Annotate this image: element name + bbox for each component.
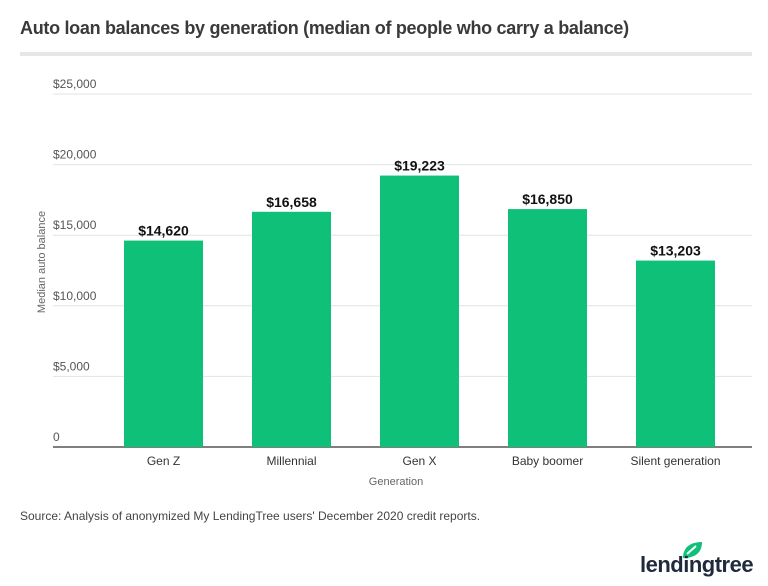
data-label: $19,223 (394, 158, 445, 174)
data-label: $16,850 (522, 191, 573, 207)
x-tick-label: Millennial (266, 454, 316, 468)
x-tick-label: Gen X (402, 454, 436, 468)
bar-gen-z (124, 240, 203, 447)
data-label: $16,658 (266, 194, 317, 210)
data-label: $14,620 (138, 223, 189, 239)
x-tick-label: Baby boomer (512, 454, 583, 468)
logo-text: lendingtree (640, 552, 754, 577)
data-label: $13,203 (650, 243, 701, 259)
bar-baby-boomer (508, 209, 587, 447)
y-axis-label: Median auto balance (36, 211, 48, 313)
y-tick-label: $5,000 (53, 359, 90, 373)
bar-silent-generation (636, 260, 715, 447)
y-tick-label: $25,000 (53, 77, 97, 91)
y-tick-label: $10,000 (53, 289, 97, 303)
title-divider (20, 52, 752, 56)
chart-title: Auto loan balances by generation (median… (20, 18, 629, 38)
x-axis-label: Generation (369, 476, 423, 488)
y-tick-label: $20,000 (53, 148, 97, 162)
leaf-icon (683, 542, 702, 558)
lendingtree-logo: lendingtree (640, 540, 754, 577)
bar-chart: 0 $5,000 $10,000 $15,000 $20,000 $25,000 $14,6… (36, 77, 752, 488)
y-tick-label: 0 (53, 430, 60, 444)
bar-millennial (252, 211, 331, 447)
x-tick-label: Gen Z (147, 454, 180, 468)
bar-gen-x (380, 175, 459, 448)
y-tick-label: $15,000 (53, 218, 97, 232)
x-tick-label: Silent generation (630, 454, 720, 468)
source-note: Source: Analysis of anonymized My Lendin… (20, 509, 481, 523)
